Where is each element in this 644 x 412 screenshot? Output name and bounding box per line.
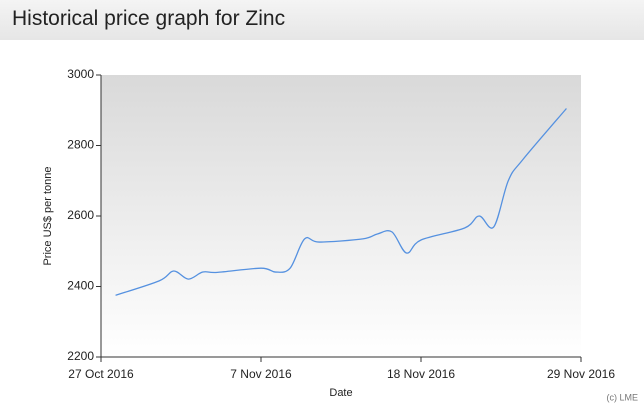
y-tick-label: 2800 [67,138,94,152]
price-line [115,108,567,296]
x-tick-label: 18 Nov 2016 [387,367,455,381]
chart-title: Historical price graph for Zinc [12,7,286,30]
y-tick-label: 2600 [67,208,94,222]
header: Historical price graph for Zinc [0,0,644,40]
y-axis-label: Price US$ per tonne [42,166,54,265]
x-tick-label: 7 Nov 2016 [230,367,292,381]
y-tick-label: 3000 [67,67,94,81]
x-tick-label: 27 Oct 2016 [68,367,134,381]
x-tick-label: 29 Nov 2016 [547,367,615,381]
y-tick-label: 2200 [67,349,94,363]
y-tick-label: 2400 [67,279,94,293]
x-axis-label: Date [329,387,352,399]
credit: (c) LME [607,392,639,402]
plot-area [101,75,581,357]
